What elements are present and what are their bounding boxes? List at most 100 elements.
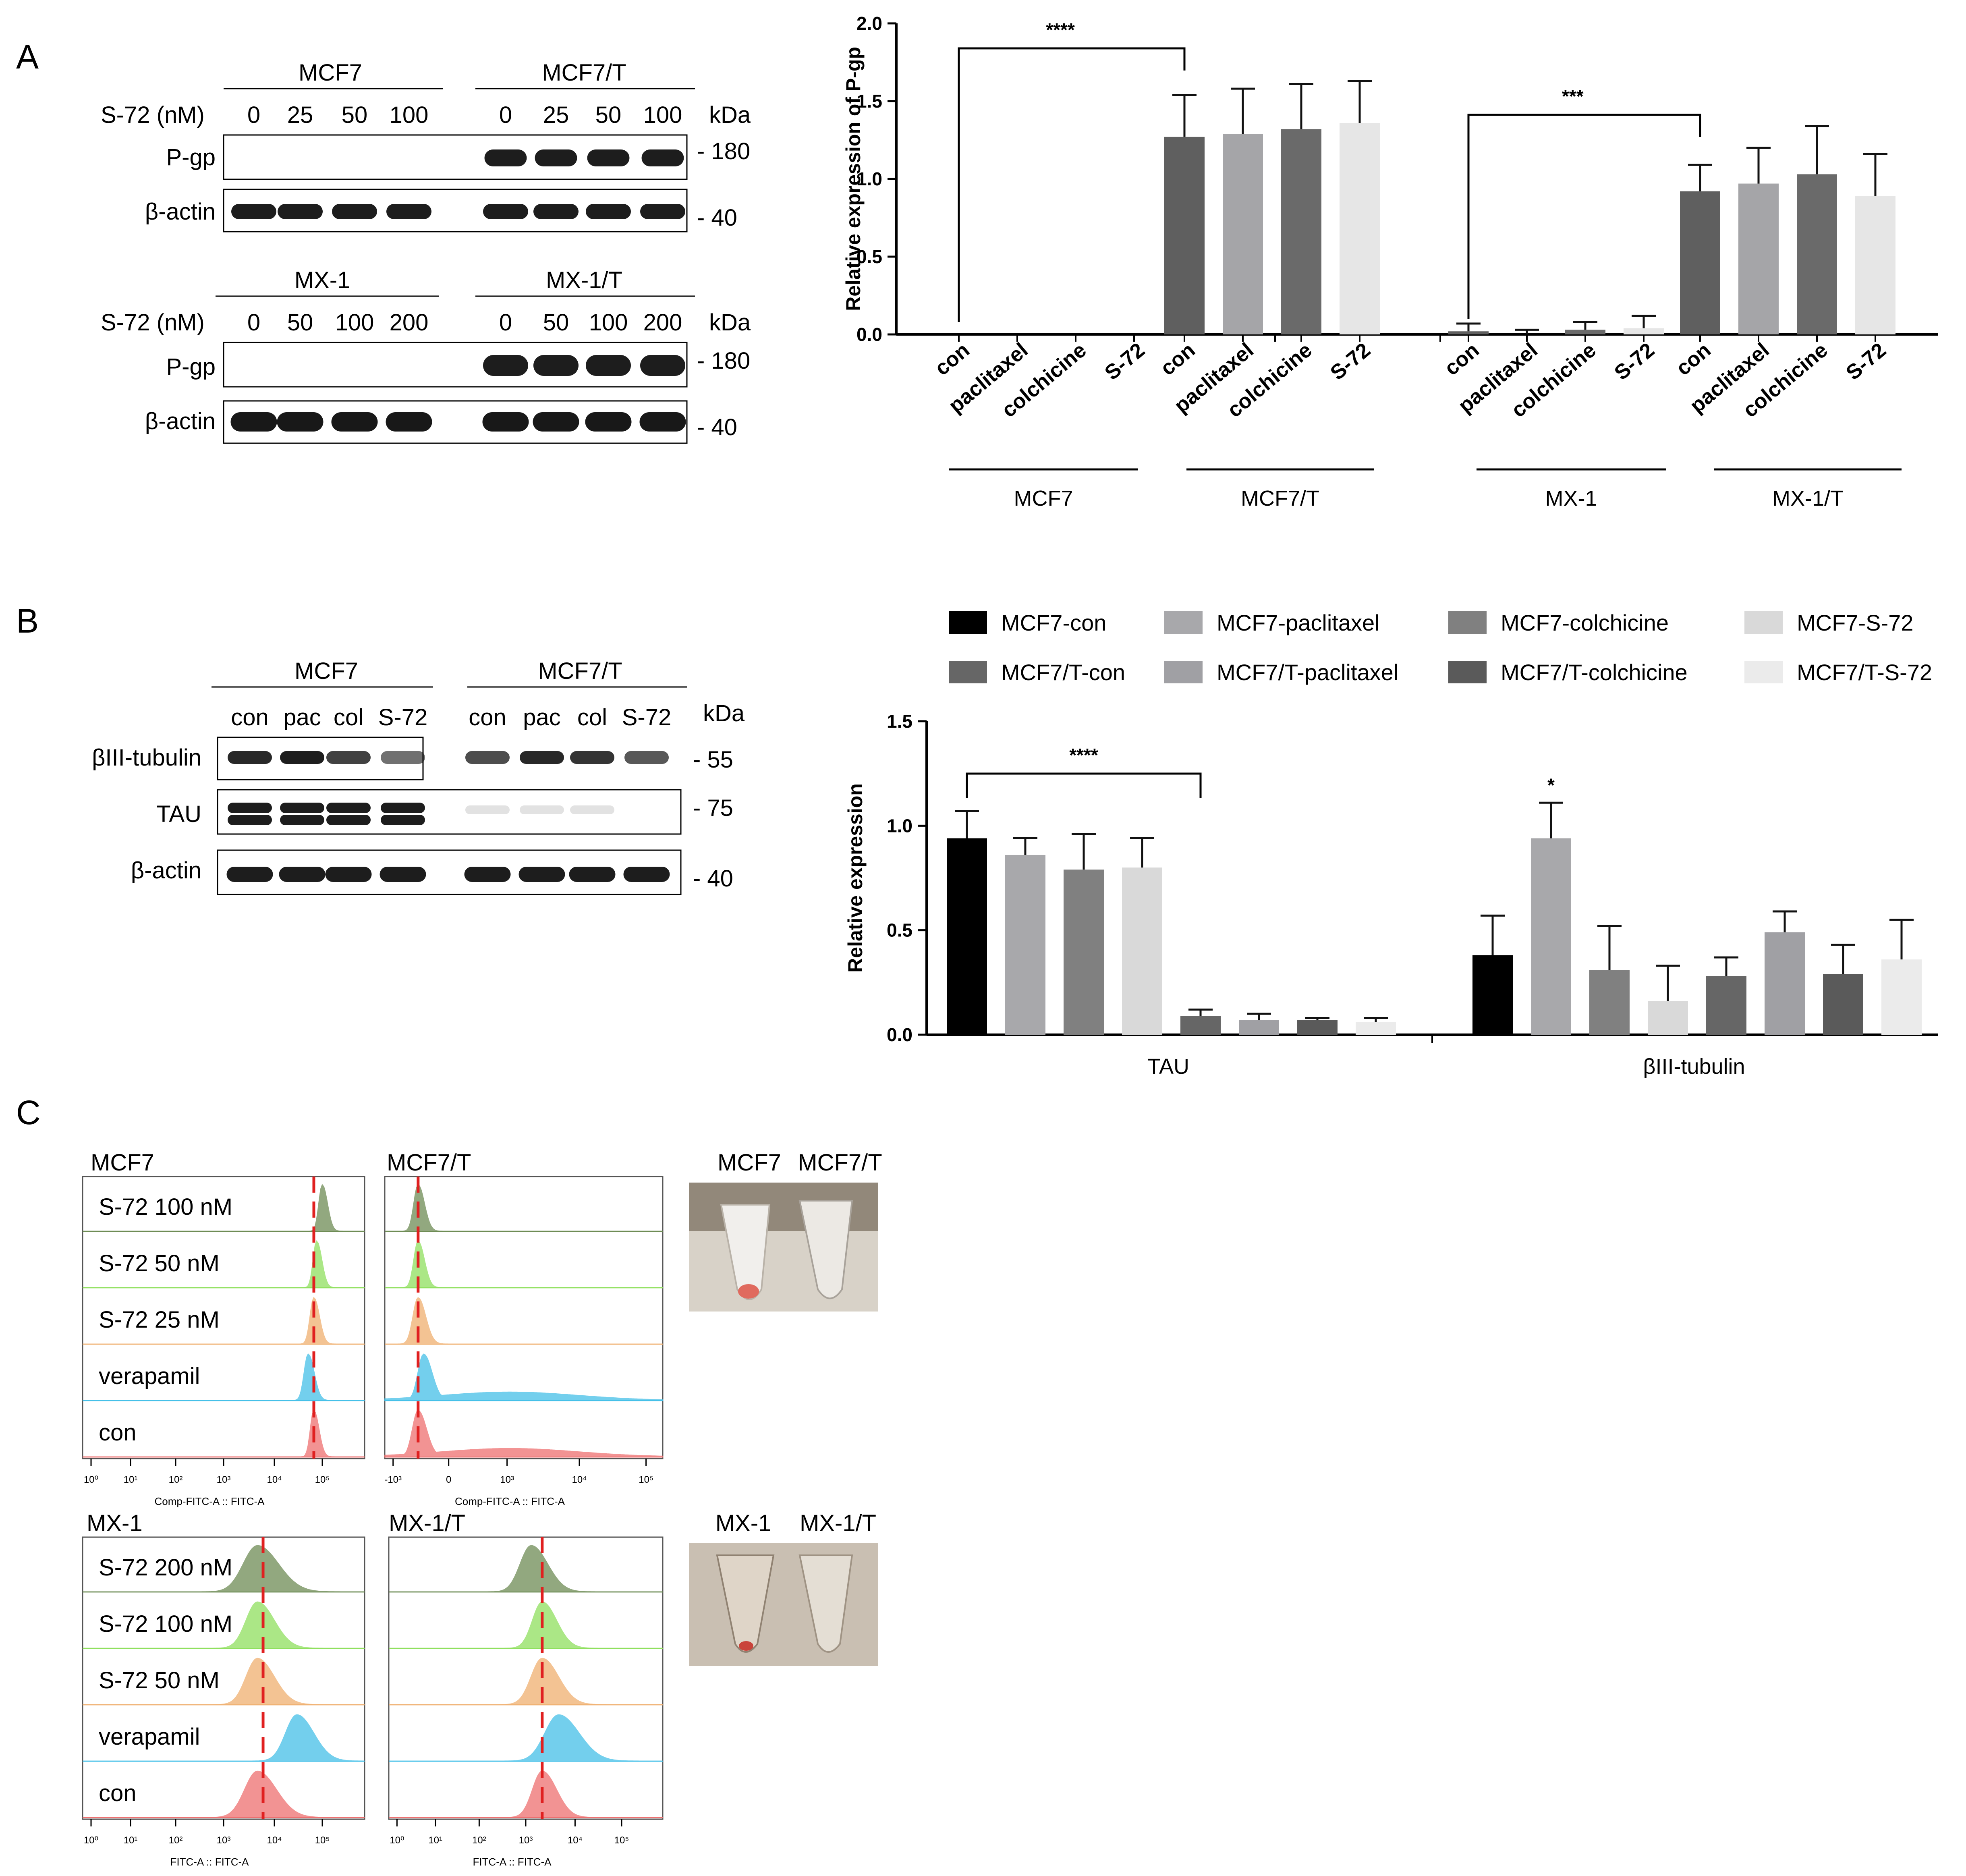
chart-b-bar (1356, 1022, 1396, 1035)
chart-b-bar (1180, 1016, 1221, 1035)
blot-band (482, 412, 529, 432)
chart-a-category-label: S-72 (1842, 338, 1890, 385)
flow-row-label: verapamil (99, 1363, 200, 1389)
chart-a-category-label: S-72 (1610, 338, 1659, 385)
blot-a-row-pgp: P-gp (166, 144, 216, 170)
legend-label: MCF7/T-S-72 (1797, 660, 1932, 685)
blot-b-row-tubulin: βIII-tubulin (92, 745, 201, 771)
chart-a-bar (1164, 137, 1205, 334)
blot-a-kda-label-2: kDa (709, 309, 751, 336)
chart-b-bar (1765, 932, 1805, 1035)
blot-band (533, 412, 579, 432)
blot-b-marker-40: - 40 (693, 865, 733, 892)
blot-conc-label: 50 (342, 102, 368, 128)
blot-band (640, 204, 685, 219)
blot-band (465, 751, 510, 764)
blot-band (518, 867, 565, 882)
flow-xtick-label: 10² (472, 1835, 486, 1846)
chart-b-significance-label: * (1547, 774, 1555, 795)
chart-a-ylabel: Relative expression of P-gp (842, 47, 865, 311)
blot-band (386, 412, 432, 432)
blot-a-conc-label-2: S-72 (nM) (101, 309, 205, 336)
blot-b-row-tau: TAU (156, 801, 201, 827)
tube-photo-mx1: MX-1 MX-1/T (689, 1510, 878, 1666)
blot-b-marker-55: - 55 (693, 747, 733, 773)
flow-panel-title: MX-1/T (389, 1510, 465, 1536)
chart-a-bar (1738, 183, 1779, 334)
chart-b-category-label: TAU (1147, 1054, 1189, 1079)
legend-label: MCF7/T-con (1001, 660, 1125, 685)
blot-conc-label: 25 (287, 102, 313, 128)
chart-b-category-label: βIII-tubulin (1643, 1054, 1745, 1079)
blot-band (585, 412, 632, 432)
flow-row-label: S-72 200 nM (99, 1554, 232, 1581)
chart-a-bar (1223, 134, 1263, 334)
blot-conc-label: 200 (390, 309, 429, 336)
flow-xtick-label: 10⁴ (267, 1474, 282, 1485)
flow-panel: MX-1 S-72 200 nM S-72 100 nM S-72 50 nM vera… (82, 1510, 365, 1868)
chart-a-bar (1797, 174, 1837, 334)
blot-band (332, 204, 377, 219)
blot-a-group-mx1t: MX-1/T (546, 267, 622, 293)
flow-row-label: S-72 25 nM (99, 1307, 220, 1333)
blot-b-lane: S-72 (622, 704, 672, 730)
blot-band (535, 149, 577, 166)
blot-band (464, 867, 511, 882)
blot-b-lane: col (334, 704, 363, 730)
flow-panel-title: MCF7/T (387, 1150, 471, 1176)
legend-swatch (1448, 611, 1487, 634)
flow-xtick-label: 10⁰ (84, 1474, 98, 1485)
chart-b-ylabel: Relative expression (844, 783, 867, 973)
blot-conc-label: 0 (247, 309, 260, 336)
blot-b-kda-label: kDa (703, 700, 745, 726)
blot-a-row-actin: β-actin (145, 199, 216, 225)
chart-b-bar (947, 838, 987, 1035)
legend-swatch (1164, 611, 1203, 634)
blot-band (623, 867, 670, 882)
flow-xtick-label: 10¹ (124, 1835, 138, 1846)
flow-xtick-label: 10⁴ (267, 1835, 282, 1846)
blot-band (331, 412, 378, 432)
chart-a-ytick-label: 1.0 (856, 168, 882, 189)
blot-band (587, 149, 630, 166)
western-blot-b: MCF7 MCF7/T con pac col S-72 con pac col S-72 k… (92, 658, 745, 895)
chart-b-bar (1881, 959, 1922, 1035)
flow-xtick-label: 10² (169, 1474, 183, 1485)
flow-panel-title: MCF7 (91, 1150, 154, 1176)
blot-b-lane: con (469, 704, 506, 730)
flow-xtick-label: 0 (446, 1474, 451, 1485)
flow-row-label: S-72 100 nM (99, 1194, 232, 1220)
legend-label: MCF7-S-72 (1797, 610, 1913, 635)
flow-row-label: S-72 100 nM (99, 1611, 232, 1637)
flow-row-label: con (99, 1780, 137, 1806)
panel-letter-a: A (16, 38, 39, 76)
blot-band (533, 355, 579, 376)
blot-band (380, 867, 426, 882)
legend-label: MCF7/T-paclitaxel (1217, 660, 1398, 685)
blot-a-marker-40: - 40 (697, 205, 737, 231)
flow-xtick-label: 10⁰ (390, 1835, 404, 1846)
blot-conc-label: 0 (499, 309, 512, 336)
flow-xtick-label: 10⁵ (315, 1835, 330, 1846)
blot-band (520, 805, 564, 814)
flow-xtick-label: 10⁵ (639, 1474, 653, 1485)
blot-a-marker-180: - 180 (697, 138, 750, 164)
chart-a-bar (1624, 328, 1664, 334)
blot-b-group-mcf7: MCF7 (294, 658, 358, 684)
blot-band (228, 815, 272, 825)
blot-a-group-mx1: MX-1 (294, 267, 350, 293)
flow-xtick-label: 10³ (217, 1835, 231, 1846)
blot-conc-label: 0 (247, 102, 260, 128)
flow-xtick-label: 10⁴ (572, 1474, 587, 1485)
blot-band (230, 412, 277, 432)
western-blot-a: MCF7 MCF7/T S-72 (nM) 0 25 50 100 0 25 50 100 k… (101, 60, 751, 444)
blot-b-lane: pac (283, 704, 321, 730)
blot-band (483, 204, 528, 219)
legend-label: MCF7-colchicine (1501, 610, 1669, 635)
legend-swatch (1744, 661, 1783, 683)
flow-xtick-label: 10¹ (124, 1474, 138, 1485)
flow-row-label: con (99, 1419, 137, 1446)
chart-a-significance-label: *** (1562, 86, 1584, 107)
chart-b-bar (1122, 867, 1162, 1035)
